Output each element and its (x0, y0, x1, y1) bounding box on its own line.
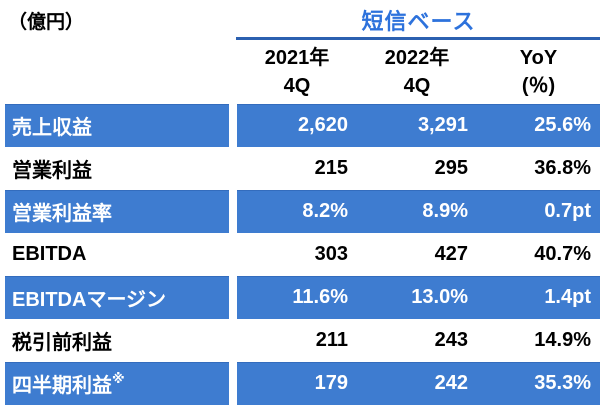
table-row-operating-profit: 営業利益 215 295 36.8% (5, 147, 600, 190)
column-headers: 2021年 4Q 2022年 4Q YoY (％) (237, 44, 600, 100)
table-row-ebitda: EBITDA 303 427 40.7% (5, 233, 600, 276)
cell-2021-4q: 303 (314, 243, 348, 265)
cell-yoy: 25.6% (477, 104, 600, 147)
column-header-yoy-unit: (％) (521, 75, 556, 97)
cell-2021-4q: 11.6% (237, 276, 357, 319)
row-label: EBITDA (5, 233, 229, 276)
row-label: 売上収益 (5, 104, 229, 147)
row-label-text: 営業利益 (12, 160, 92, 182)
row-label: 四半期利益 ※ (5, 362, 229, 405)
row-label-text: EBITDAマージン (12, 289, 167, 311)
cell-yoy: 36.8% (534, 157, 591, 179)
row-label-text: 売上収益 (12, 117, 92, 139)
column-header-yoy-label: YoY (519, 47, 558, 69)
column-header-quarter: 4Q (403, 75, 431, 97)
row-label-text: 四半期利益 (12, 375, 112, 397)
table-row-operating-margin: 営業利益率 8.2% 8.9% 0.7pt (5, 190, 600, 233)
column-gap (229, 147, 237, 190)
cell-2021-4q: 2,620 (237, 104, 357, 147)
unit-label: （億円） (8, 12, 85, 33)
cell-2022-4q: 3,291 (357, 104, 477, 147)
cell-2022-4q: 13.0% (357, 276, 477, 319)
cell-yoy: 1.4pt (477, 276, 600, 319)
table-row-ebitda-margin: EBITDAマージン 11.6% 13.0% 1.4pt (5, 276, 600, 319)
cell-2022-4q: 427 (434, 243, 468, 265)
row-label: 営業利益 (5, 147, 229, 190)
cell-2022-4q: 243 (434, 329, 468, 351)
group-title-underline (236, 37, 600, 40)
column-header-year: 2022年 (384, 47, 450, 69)
row-label-text: 税引前利益 (12, 332, 112, 354)
cell-yoy: 40.7% (534, 243, 591, 265)
table-row-revenue: 売上収益 2,620 3,291 25.6% (5, 104, 600, 147)
cell-2021-4q: 211 (315, 329, 348, 351)
table-row-pretax-profit: 税引前利益 211 243 14.9% (5, 319, 600, 362)
cell-2022-4q: 8.9% (357, 190, 477, 233)
column-gap (229, 319, 237, 362)
cell-2022-4q: 242 (357, 362, 477, 405)
column-header-year: 2021年 (264, 47, 330, 69)
footnote-marker: ※ (112, 371, 125, 386)
table-group-title: 短信ベース (361, 9, 476, 34)
column-gap (229, 190, 237, 233)
column-gap (229, 233, 237, 276)
column-header-quarter: 4Q (283, 75, 311, 97)
column-gap (229, 362, 237, 405)
cell-2022-4q: 295 (434, 157, 468, 179)
column-gap (229, 104, 237, 147)
cell-2021-4q: 8.2% (237, 190, 357, 233)
cell-yoy: 35.3% (477, 362, 600, 405)
table-body: 売上収益 2,620 3,291 25.6% 営業利益 215 295 36.8… (5, 104, 600, 405)
cell-yoy: 0.7pt (477, 190, 600, 233)
cell-2021-4q: 215 (314, 157, 348, 179)
row-label: 税引前利益 (5, 319, 229, 362)
row-label: 営業利益率 (5, 190, 229, 233)
column-header-2021-4q: 2021年 4Q (237, 44, 357, 100)
cell-2021-4q: 179 (237, 362, 357, 405)
row-label-text: 営業利益率 (12, 203, 112, 225)
row-label-text: EBITDA (12, 243, 87, 265)
column-gap (229, 276, 237, 319)
cell-yoy: 14.9% (534, 329, 591, 351)
column-header-2022-4q: 2022年 4Q (357, 44, 477, 100)
row-label: EBITDAマージン (5, 276, 229, 319)
table-row-quarterly-profit: 四半期利益 ※ 179 242 35.3% (5, 362, 600, 405)
column-header-yoy: YoY (％) (477, 44, 600, 100)
